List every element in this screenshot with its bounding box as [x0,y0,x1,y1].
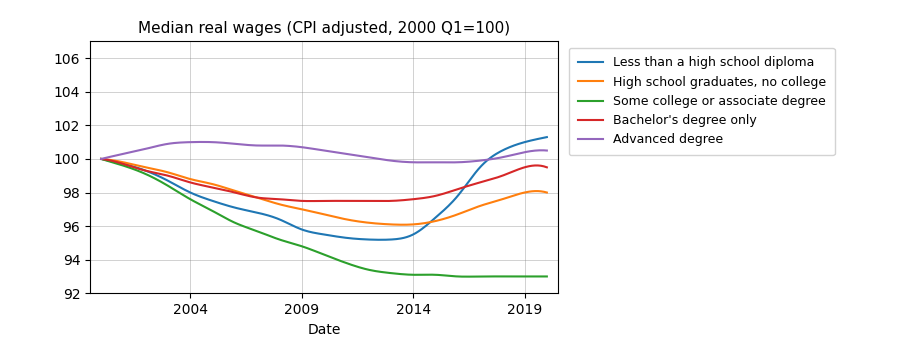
High school graduates, no college [397,223,408,227]
Bachelor's degree only [97,157,108,161]
Line: Bachelor's degree only: Bachelor's degree only [101,159,547,201]
Advanced degree [361,155,372,159]
Bachelor's degree only [95,157,106,161]
Line: High school graduates, no college: High school graduates, no college [101,159,547,225]
Less than a high school diploma [360,237,371,242]
Bachelor's degree only [361,199,372,203]
High school graduates, no college [361,220,372,225]
Line: Advanced degree: Advanced degree [101,142,547,162]
Title: Median real wages (CPI adjusted, 2000 Q1=100): Median real wages (CPI adjusted, 2000 Q1… [138,21,510,36]
Some college or associate degree [95,157,106,161]
Some college or associate degree [361,267,372,271]
Bachelor's degree only [370,199,381,203]
X-axis label: Date: Date [307,323,341,336]
Advanced degree [445,160,455,165]
High school graduates, no college [95,157,106,161]
Less than a high school diploma [542,135,553,139]
Some college or associate degree [97,157,108,161]
Bachelor's degree only [542,165,553,169]
Bachelor's degree only [472,181,483,185]
Advanced degree [197,140,208,144]
Bachelor's degree only [363,199,374,203]
Bachelor's degree only [304,199,315,203]
Legend: Less than a high school diploma, High school graduates, no college, Some college: Less than a high school diploma, High sc… [569,48,834,155]
Less than a high school diploma [368,238,379,242]
Some college or associate degree [360,267,371,271]
High school graduates, no college [542,190,553,195]
Line: Some college or associate degree: Some college or associate degree [101,159,547,277]
Some college or associate degree [472,274,483,278]
Advanced degree [542,148,553,152]
Advanced degree [97,157,108,161]
Some college or associate degree [461,275,472,279]
Less than a high school diploma [501,146,512,150]
Advanced degree [370,156,381,160]
High school graduates, no college [360,220,371,224]
Advanced degree [474,159,485,163]
Less than a high school diploma [97,157,108,161]
Some college or associate degree [368,269,379,273]
Less than a high school diploma [472,167,483,171]
Advanced degree [363,155,374,159]
High school graduates, no college [97,157,108,161]
Less than a high school diploma [361,237,372,242]
High school graduates, no college [368,221,379,225]
Advanced degree [95,157,106,161]
Line: Less than a high school diploma: Less than a high school diploma [101,137,547,240]
Bachelor's degree only [501,172,512,176]
High school graduates, no college [501,196,512,200]
Some college or associate degree [542,274,553,278]
Some college or associate degree [501,274,512,278]
Advanced degree [503,154,514,158]
Less than a high school diploma [374,238,385,242]
Less than a high school diploma [95,157,106,161]
High school graduates, no college [472,205,483,209]
